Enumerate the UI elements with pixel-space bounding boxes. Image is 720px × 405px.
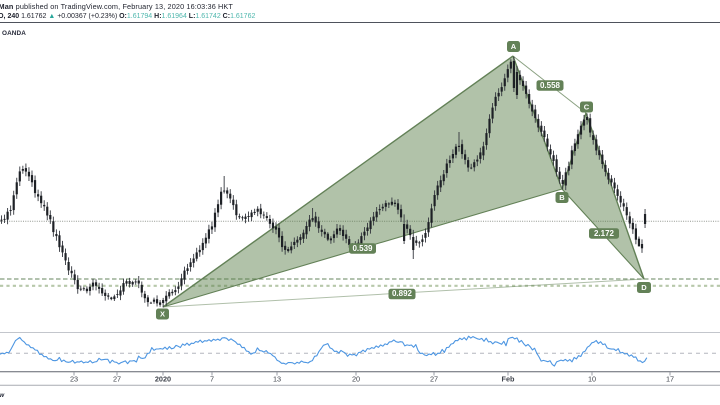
svg-text:7: 7 <box>210 375 214 384</box>
svg-text:0.539: 0.539 <box>352 244 373 253</box>
svg-text:0.892: 0.892 <box>392 289 413 298</box>
svg-text:13: 13 <box>273 375 281 384</box>
svg-text:0.558: 0.558 <box>540 81 561 90</box>
svg-text:23: 23 <box>70 375 78 384</box>
svg-text:27: 27 <box>430 375 438 384</box>
svg-text:C: C <box>584 103 590 112</box>
svg-text:Feb: Feb <box>502 375 516 384</box>
svg-text:X: X <box>160 310 165 319</box>
svg-text:Man published on TradingView.c: Man published on TradingView.com, Februa… <box>0 2 233 11</box>
svg-text:10: 10 <box>588 375 596 384</box>
svg-text:OANDA: OANDA <box>2 30 26 37</box>
svg-text:27: 27 <box>113 375 121 384</box>
svg-text:2020: 2020 <box>155 375 171 384</box>
svg-text:B: B <box>559 193 565 202</box>
svg-text:w: w <box>0 392 5 399</box>
svg-text:A: A <box>511 42 517 51</box>
svg-text:17: 17 <box>666 375 674 384</box>
svg-text:2.172: 2.172 <box>594 229 615 238</box>
svg-text:20: 20 <box>352 375 360 384</box>
svg-text:D, 240 1.61762 ▲ +0.00367 (+0: D, 240 1.61762 ▲ +0.00367 (+0.23%) O:1.6… <box>0 13 255 20</box>
svg-text:D: D <box>641 283 647 292</box>
